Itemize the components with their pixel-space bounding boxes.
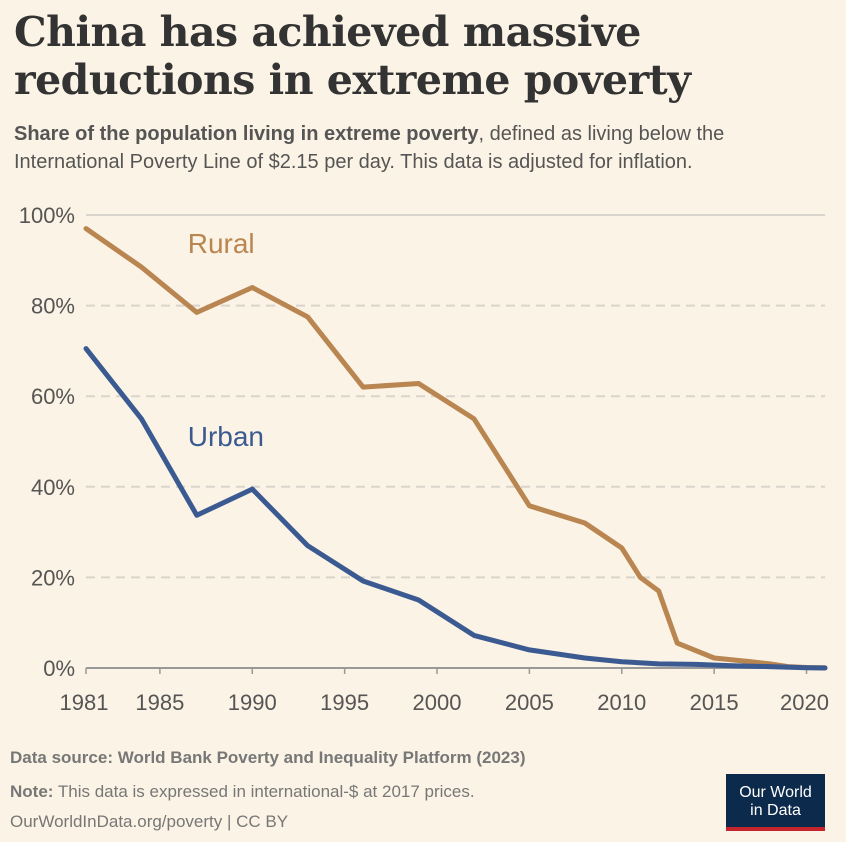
series-labels: Rural Urban <box>188 228 264 452</box>
x-tick-label: 2005 <box>505 690 554 715</box>
y-tick-label: 60% <box>31 384 75 409</box>
series-label-rural: Rural <box>188 228 255 259</box>
subtitle-rest: , defined as living below the Internatio… <box>14 123 725 173</box>
logo-line-1: Our World <box>739 784 812 801</box>
x-tick-label: 1981 <box>60 690 109 715</box>
y-tick-label: 0% <box>43 656 75 681</box>
x-tick-label: 1990 <box>228 690 277 715</box>
series-line-urban <box>83 346 828 671</box>
x-tick-label: 1995 <box>320 690 369 715</box>
x-tick-label: 2015 <box>690 690 739 715</box>
source-text: World Bank Poverty and Inequality Platfo… <box>117 748 526 767</box>
note-label: Note: <box>10 782 54 801</box>
data-source: Data source: World Bank Poverty and Ineq… <box>10 748 526 768</box>
x-tick-label: 1985 <box>135 690 184 715</box>
owid-logo[interactable]: Our World in Data <box>726 774 825 831</box>
x-axis-ticks: 1981 1985 1990 1995 2000 2005 2010 2015 2020 <box>60 668 829 715</box>
series-label-urban: Urban <box>188 421 264 452</box>
note: Note: This data is expressed in internat… <box>10 782 475 802</box>
series-line-rural <box>83 226 828 671</box>
chart-subtitle: Share of the population living in extrem… <box>14 120 834 176</box>
x-tick-label: 2020 <box>780 690 829 715</box>
y-axis-ticks: 0% 20% 40% 60% 80% 100% <box>19 203 75 681</box>
source-url[interactable]: OurWorldInData.org/poverty | CC BY <box>10 812 289 831</box>
chart-title: China has achieved massive reductions in… <box>14 8 691 104</box>
x-tick-label: 2010 <box>597 690 646 715</box>
series-lines <box>83 226 828 671</box>
y-tick-label: 80% <box>31 294 75 319</box>
note-text: This data is expressed in international-… <box>57 782 475 801</box>
y-tick-label: 40% <box>31 475 75 500</box>
y-tick-label: 20% <box>31 565 75 590</box>
line-chart: 0% 20% 40% 60% 80% 100% 1981 1985 1990 1995 2000 2… <box>19 203 829 715</box>
subtitle-bold: Share of the population living in extrem… <box>14 123 479 145</box>
logo-line-2: in Data <box>750 802 801 819</box>
source-label: Data source: <box>10 748 113 767</box>
y-tick-label: 100% <box>19 203 75 228</box>
x-tick-label: 2000 <box>413 690 462 715</box>
